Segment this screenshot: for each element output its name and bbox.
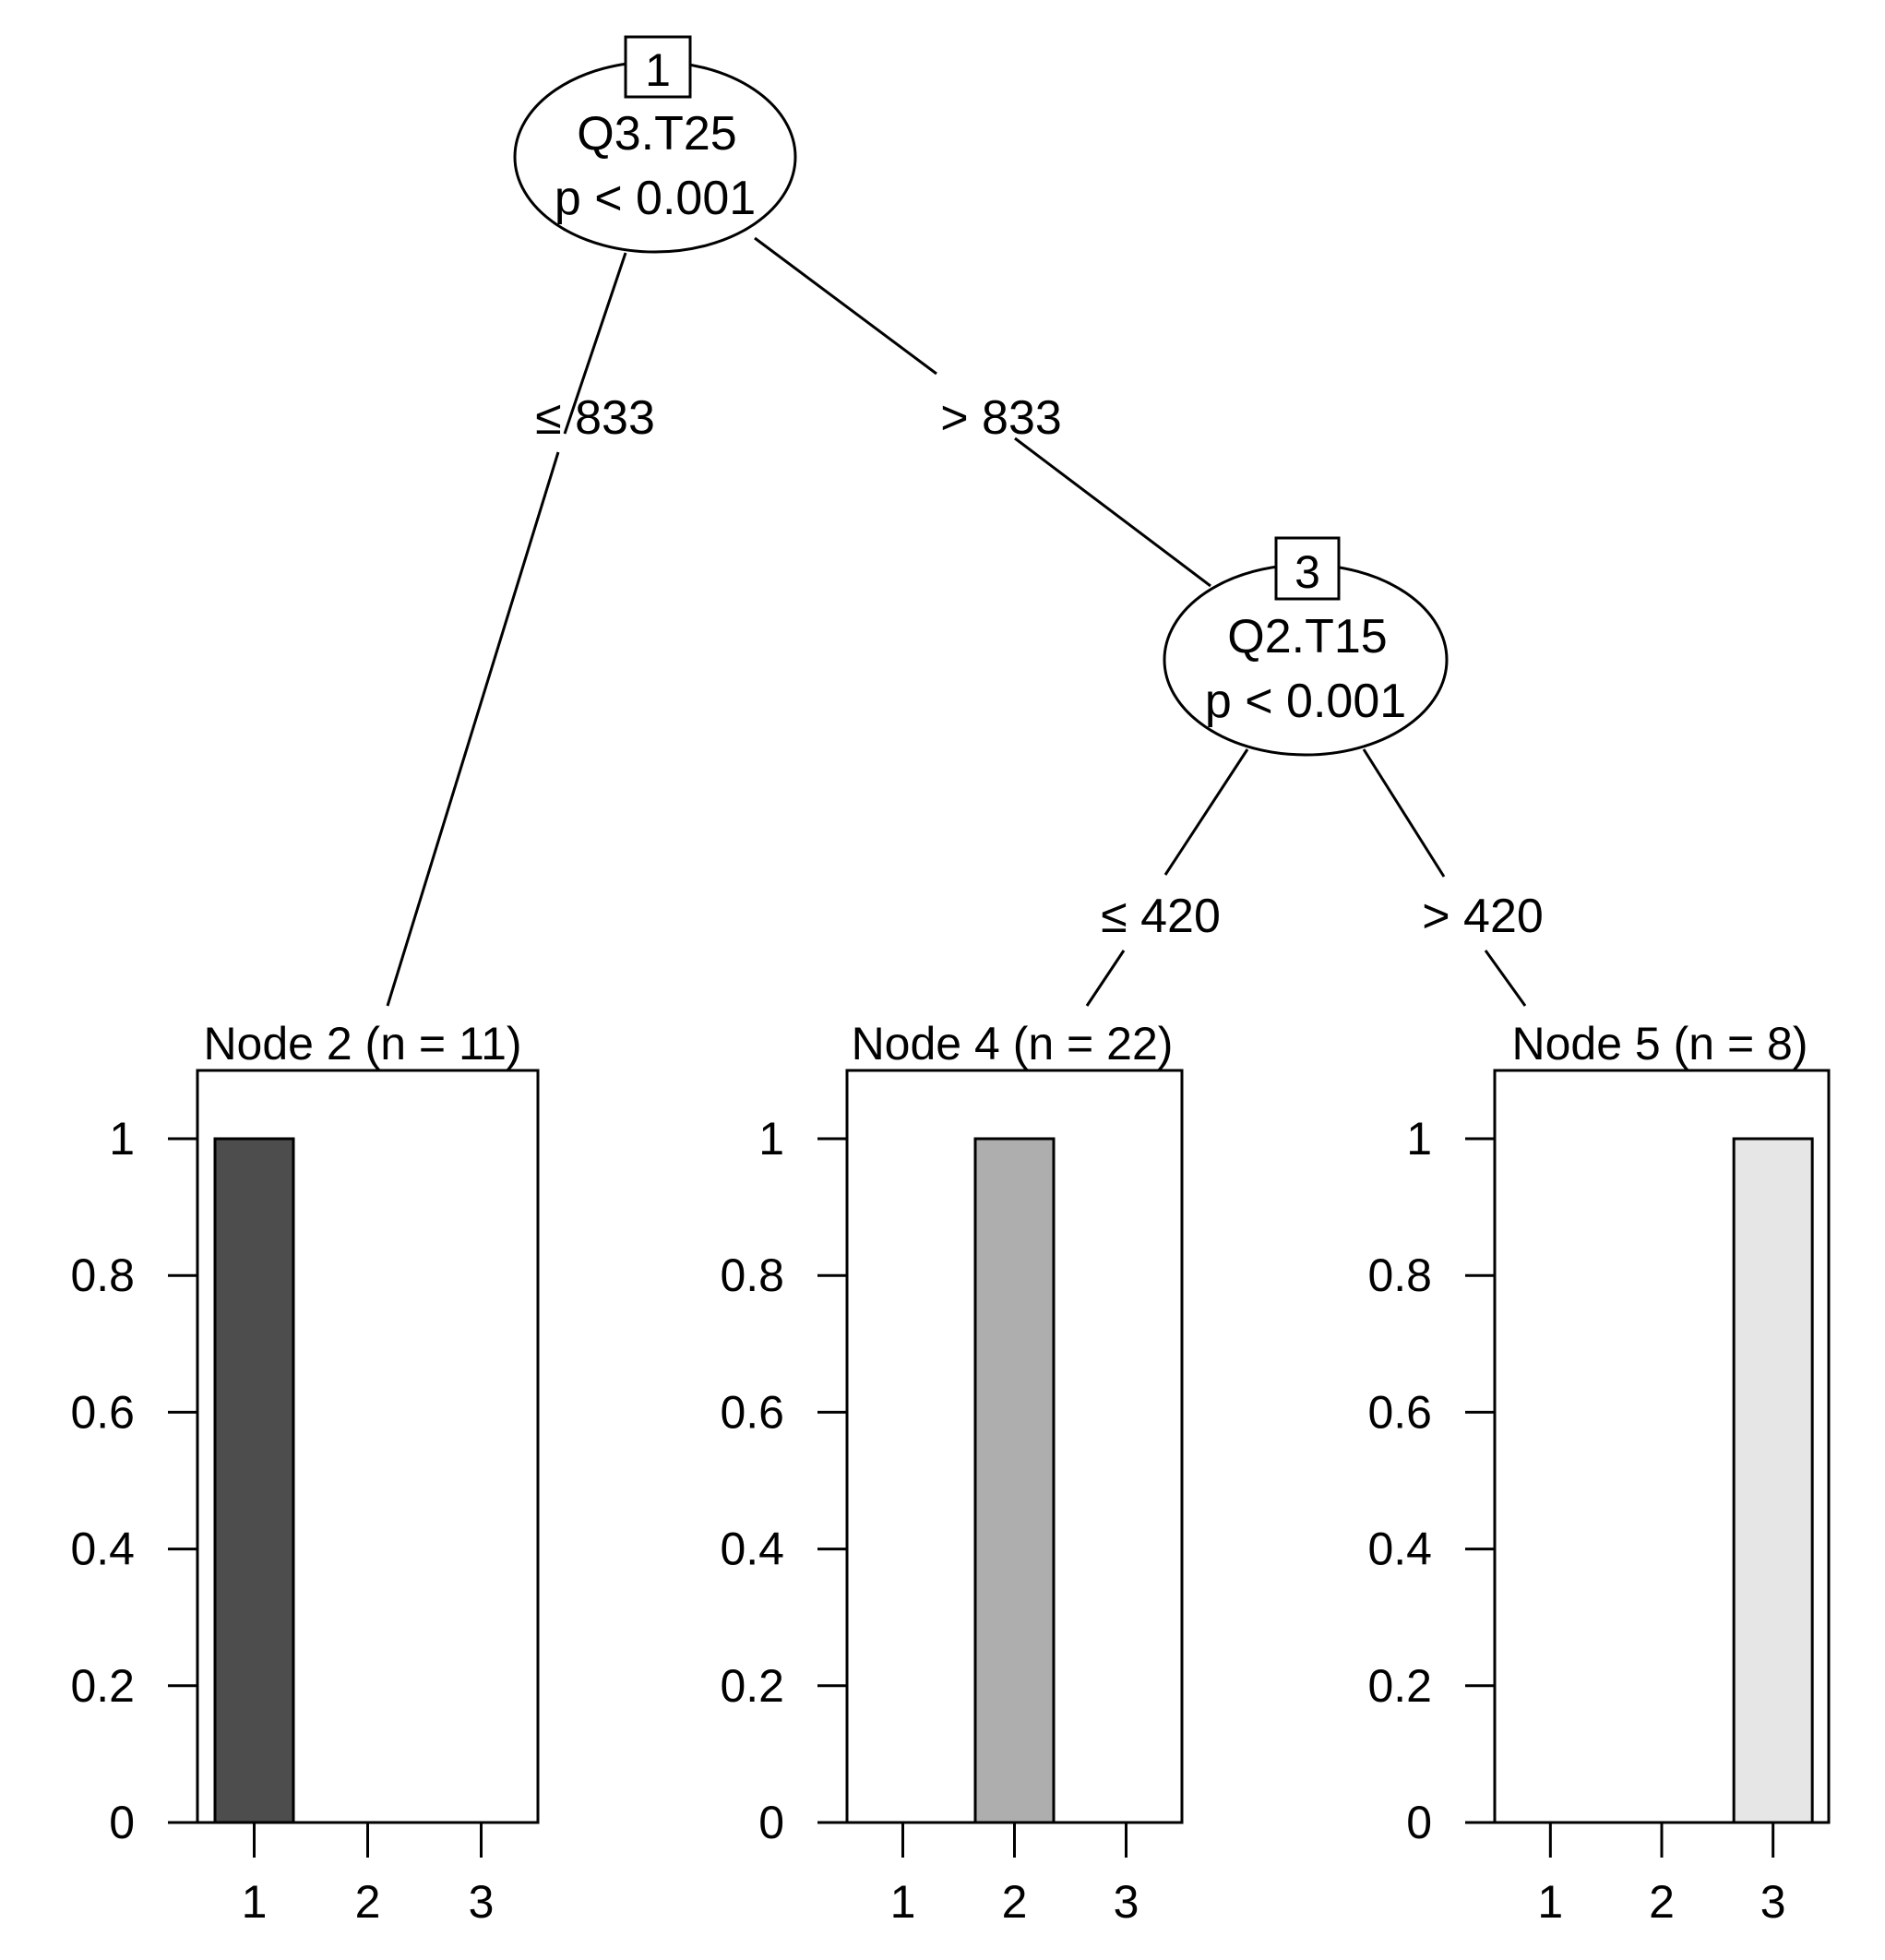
y-tick-label: 0.4 bbox=[720, 1524, 784, 1575]
y-tick-label: 0.6 bbox=[70, 1386, 135, 1438]
panel-title: Node 2 (n = 11) bbox=[203, 1018, 521, 1070]
edge-label-3-4: ≤ 420 bbox=[1101, 890, 1221, 943]
edge-line-1-2 bbox=[563, 252, 627, 435]
edge-line-3-5 bbox=[1484, 950, 1527, 1007]
edge-line-3-5 bbox=[1362, 748, 1446, 878]
x-tick-label: 1 bbox=[1537, 1876, 1563, 1928]
panel-title: Node 5 (n = 8) bbox=[1511, 1018, 1807, 1070]
y-tick-label: 1 bbox=[109, 1113, 135, 1165]
edge-line-1-3 bbox=[1014, 436, 1211, 588]
y-tick-label: 0.2 bbox=[720, 1660, 784, 1712]
y-tick-label: 0 bbox=[758, 1797, 784, 1848]
y-tick-label: 0.8 bbox=[720, 1249, 784, 1301]
edge-label-3-5: > 420 bbox=[1422, 890, 1544, 943]
y-tick-label: 0 bbox=[109, 1797, 135, 1848]
node-id: 3 bbox=[1294, 546, 1320, 598]
x-tick-label: 2 bbox=[1002, 1876, 1028, 1928]
bar-category-1 bbox=[213, 1137, 295, 1824]
terminal-node-2: Node 2 (n = 11) 0 0.2 0.4 0.6 0.8 1 1 2 3 bbox=[70, 1018, 540, 1928]
edge-line-1-2 bbox=[386, 451, 560, 1007]
x-tick-label: 2 bbox=[1649, 1876, 1675, 1928]
panel-title: Node 4 (n = 22) bbox=[852, 1018, 1174, 1070]
y-tick-label: 1 bbox=[758, 1113, 784, 1165]
y-tick-label: 0 bbox=[1406, 1797, 1432, 1848]
terminal-node-4: Node 4 (n = 22) 0 0.2 0.4 0.6 0.8 1 1 2 3 bbox=[720, 1018, 1184, 1928]
bar-category-2 bbox=[973, 1137, 1056, 1824]
node-variable: Q2.T15 bbox=[1227, 610, 1387, 663]
edge-line-3-4 bbox=[1085, 950, 1126, 1007]
x-tick-label: 1 bbox=[890, 1876, 916, 1928]
terminal-node-5: Node 5 (n = 8) 0 0.2 0.4 0.6 0.8 1 1 2 3 bbox=[1367, 1018, 1831, 1928]
y-tick-label: 1 bbox=[1406, 1113, 1432, 1165]
y-tick-label: 0.2 bbox=[70, 1660, 135, 1712]
inner-node-1: 1 Q3.T25 p < 0.001 bbox=[513, 35, 797, 254]
y-tick-label: 0.8 bbox=[70, 1249, 135, 1301]
x-tick-label: 3 bbox=[1760, 1876, 1786, 1928]
x-tick-label: 2 bbox=[355, 1876, 381, 1928]
edge-line-3-4 bbox=[1163, 748, 1249, 876]
node-variable: Q3.T25 bbox=[577, 107, 736, 161]
edge-line-1-3 bbox=[754, 236, 937, 376]
edge-label-1-2: ≤ 833 bbox=[535, 391, 655, 445]
edges bbox=[386, 236, 1527, 1007]
bar-category-3 bbox=[1732, 1137, 1814, 1824]
inner-node-3: 3 Q2.T15 p < 0.001 bbox=[1163, 536, 1449, 757]
edge-label-1-3: > 833 bbox=[940, 391, 1062, 445]
y-tick-label: 0.4 bbox=[70, 1524, 135, 1575]
y-tick-label: 0.8 bbox=[1367, 1249, 1432, 1301]
node-id-box bbox=[1274, 536, 1341, 601]
node-pvalue: p < 0.001 bbox=[1205, 675, 1406, 728]
x-tick-label: 1 bbox=[242, 1876, 268, 1928]
node-pvalue: p < 0.001 bbox=[555, 172, 756, 225]
node-id: 1 bbox=[645, 44, 671, 96]
y-tick-label: 0.6 bbox=[1367, 1386, 1432, 1438]
x-tick-label: 3 bbox=[469, 1876, 495, 1928]
node-id-box bbox=[624, 35, 692, 99]
y-tick-label: 0.2 bbox=[1367, 1660, 1432, 1712]
y-tick-label: 0.6 bbox=[720, 1386, 784, 1438]
y-tick-label: 0.4 bbox=[1367, 1524, 1432, 1575]
x-tick-label: 3 bbox=[1114, 1876, 1139, 1928]
